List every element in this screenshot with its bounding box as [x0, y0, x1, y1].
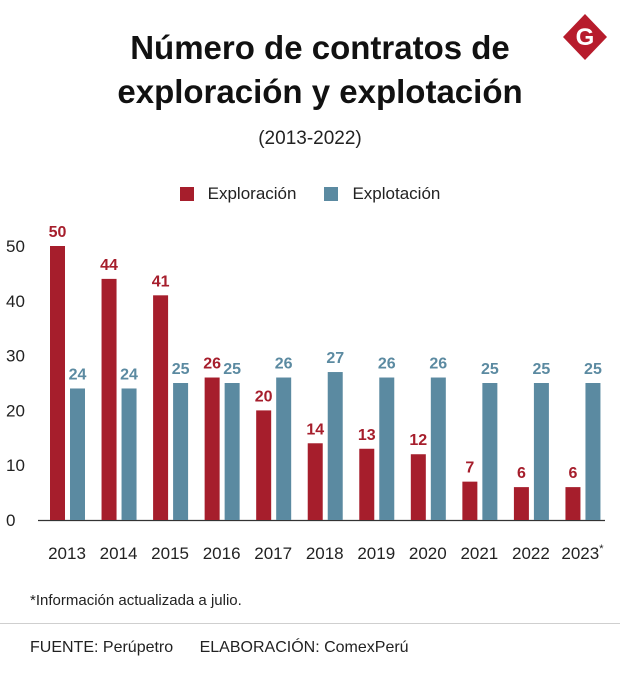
x-tick-label-2023: 2023* [561, 543, 604, 563]
data-label-exploracion-2022: 6 [517, 465, 526, 482]
x-tick-label-2020: 2020 [409, 544, 447, 563]
chart-title: Número de contratos de exploración y exp… [60, 26, 580, 114]
chart-legend: Exploración Explotación [0, 184, 620, 204]
x-tick-label-2017: 2017 [254, 544, 292, 563]
data-label-exploracion-2018: 14 [306, 421, 324, 438]
source-elaboracion: ELABORACIÓN: ComexPerú [199, 639, 409, 656]
data-label-exploracion-2015: 41 [152, 273, 170, 290]
data-label-explotacion-2021: 25 [481, 361, 499, 378]
data-label-explotacion-2016: 25 [223, 361, 241, 378]
data-label-exploracion-2019: 13 [358, 427, 376, 444]
x-tick-label-2018: 2018 [306, 544, 344, 563]
bar-exploracion-2015 [153, 295, 169, 520]
bar-explotacion-2019 [379, 377, 395, 520]
data-label-explotacion-2019: 26 [378, 356, 396, 373]
bar-exploracion-2020 [410, 454, 426, 520]
data-label-explotacion-2020: 26 [429, 356, 447, 373]
x-tick-label-2022: 2022 [512, 544, 550, 563]
bar-explotacion-2016 [224, 383, 240, 520]
bar-exploracion-2019 [359, 448, 375, 520]
data-label-explotacion-2013: 24 [69, 366, 87, 383]
bar-exploracion-2013 [50, 246, 65, 520]
data-label-explotacion-2022: 25 [533, 361, 551, 378]
bar-exploracion-2023 [565, 487, 581, 520]
bar-exploracion-2022 [513, 487, 529, 520]
bar-explotacion-2021 [482, 383, 498, 520]
bar-explotacion-2013 [70, 388, 85, 520]
data-label-explotacion-2014: 24 [120, 366, 138, 383]
legend-item-explotacion: Explotación [324, 184, 440, 204]
chart-title-line-1: Número de contratos de [130, 29, 510, 66]
svg-text:G: G [576, 24, 595, 51]
source-fuente: FUENTE: Perúpetro [30, 639, 174, 656]
brand-logo-icon: G [563, 14, 607, 60]
data-label-explotacion-2015: 25 [172, 361, 190, 378]
y-tick-label: 10 [6, 456, 25, 475]
data-label-exploracion-2014: 44 [100, 257, 118, 274]
bar-explotacion-2017 [276, 377, 292, 520]
y-tick-label: 30 [6, 347, 25, 366]
source-line: FUENTE: Perúpetro ELABORACIÓN: ComexPerú [30, 639, 409, 657]
legend-label-explotacion: Explotación [352, 184, 441, 203]
x-tick-label-2014: 2014 [100, 544, 138, 563]
data-label-exploracion-2021: 7 [465, 460, 474, 477]
bar-explotacion-2020 [430, 377, 446, 520]
bar-explotacion-2022 [533, 383, 549, 520]
data-label-exploracion-2020: 12 [409, 432, 427, 449]
data-label-exploracion-2016: 26 [203, 356, 221, 373]
legend-label-exploracion: Exploración [207, 184, 297, 203]
x-tick-label-2015: 2015 [151, 544, 189, 563]
chart-title-line-2: exploración y explotación [117, 73, 523, 110]
bar-explotacion-2023 [585, 383, 601, 520]
y-tick-label: 40 [6, 292, 25, 311]
legend-swatch-exploracion [179, 187, 194, 201]
x-tick-label-2013: 2013 [48, 544, 86, 563]
bar-exploracion-2014 [101, 278, 117, 520]
y-tick-label: 0 [6, 511, 15, 530]
legend-swatch-explotacion [324, 187, 339, 201]
y-tick-label: 20 [6, 401, 25, 420]
footnote: *Información actualizada a julio. [30, 592, 242, 609]
data-label-explotacion-2017: 26 [275, 356, 293, 373]
x-tick-label-2021: 2021 [460, 544, 498, 563]
bar-exploracion-2018 [307, 443, 323, 520]
bar-exploracion-2021 [462, 481, 478, 520]
data-label-exploracion-2013: 50 [49, 224, 67, 241]
bar-explotacion-2014 [121, 388, 137, 520]
x-tick-label-2016: 2016 [203, 544, 241, 563]
footer-divider [0, 623, 620, 624]
data-label-explotacion-2023: 25 [584, 361, 602, 378]
chart-subtitle: (2013-2022) [258, 128, 362, 149]
bar-exploracion-2017 [256, 410, 272, 520]
x-tick-label-2019: 2019 [357, 544, 395, 563]
bar-explotacion-2018 [327, 372, 343, 520]
data-label-explotacion-2018: 27 [326, 350, 344, 367]
legend-item-exploracion: Exploración [179, 184, 297, 204]
bar-explotacion-2015 [173, 383, 189, 520]
data-label-exploracion-2023: 6 [569, 465, 578, 482]
data-label-exploracion-2017: 20 [255, 388, 273, 405]
y-tick-label: 50 [6, 237, 25, 256]
bar-exploracion-2016 [204, 377, 220, 520]
